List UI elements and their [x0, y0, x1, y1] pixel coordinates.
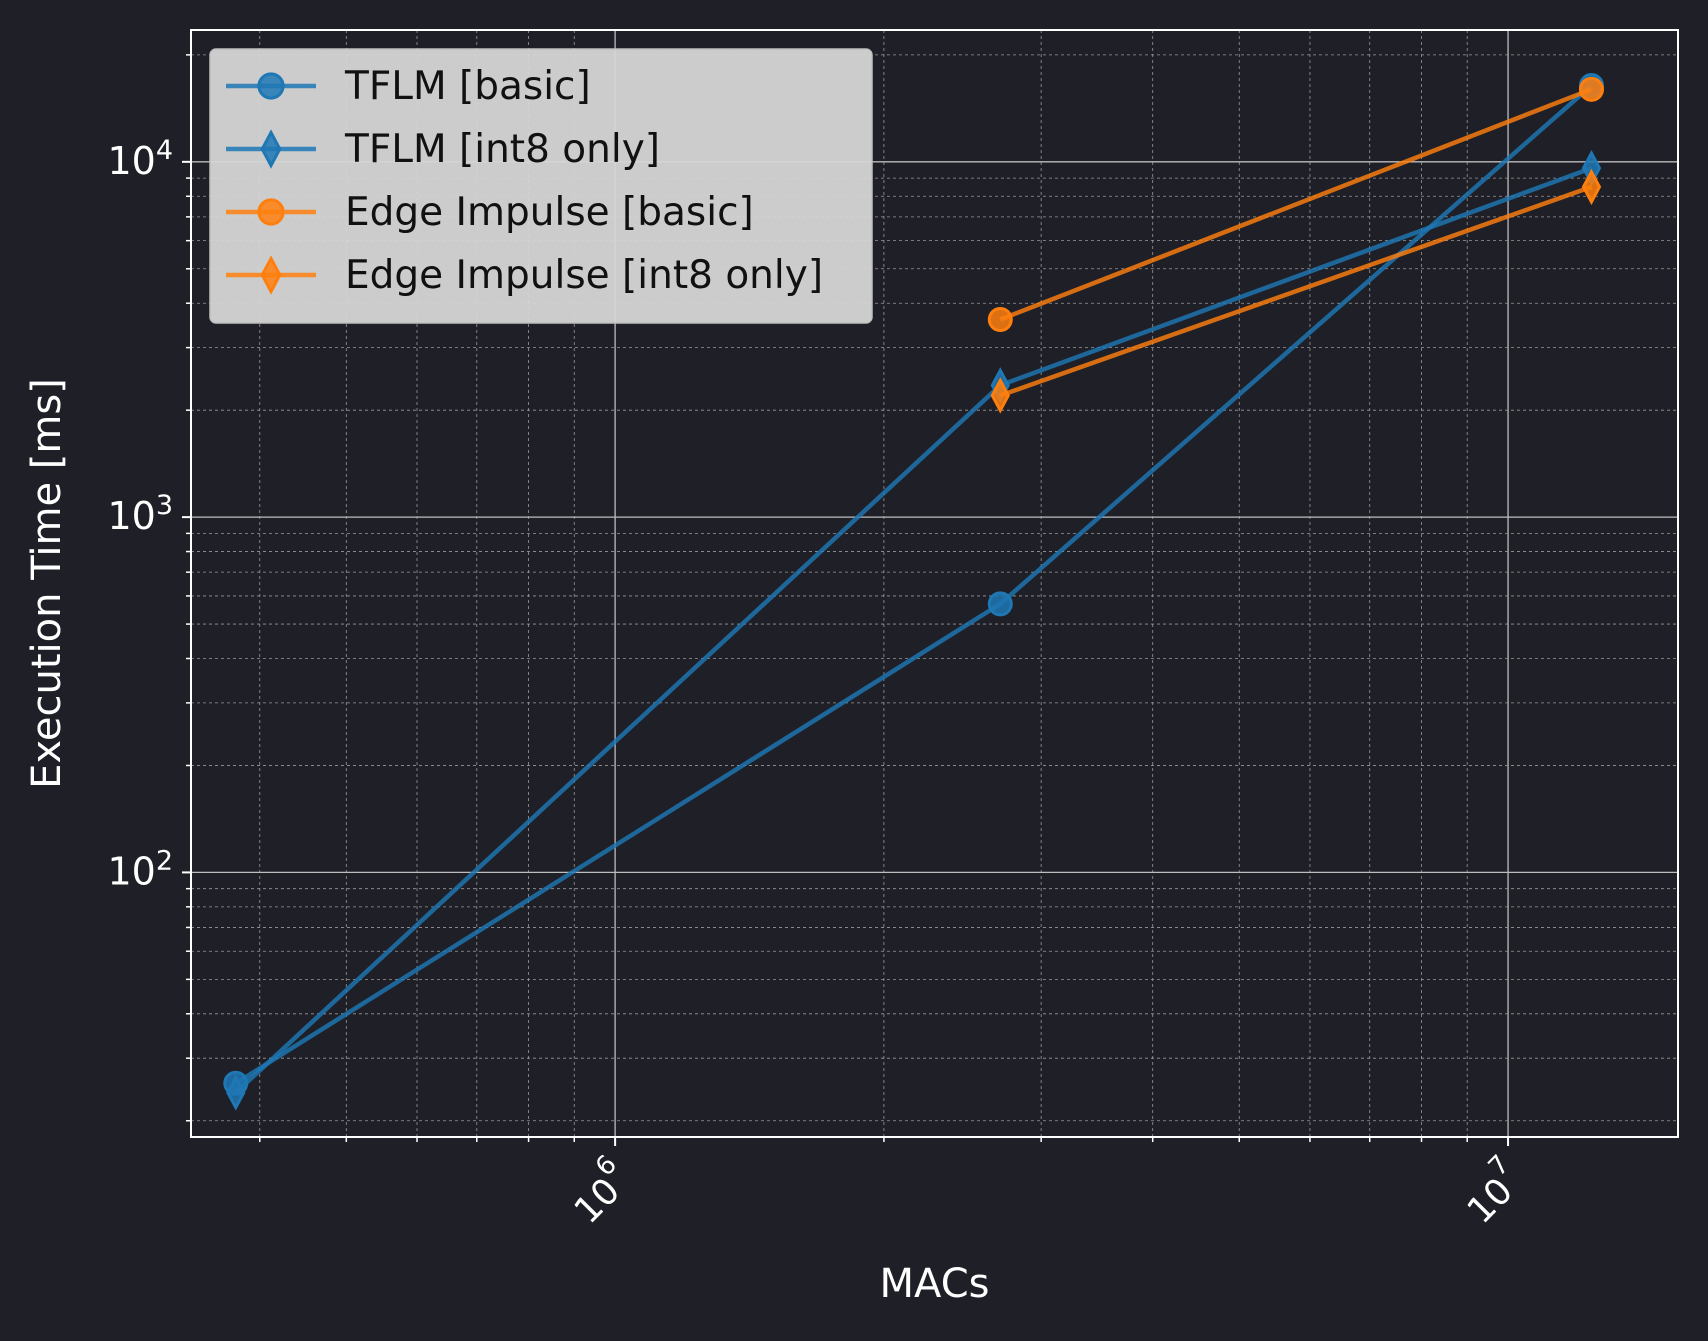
legend-marker	[260, 129, 282, 169]
legend-label: Edge Impulse [int8 only]	[345, 253, 823, 298]
legend-label: Edge Impulse [basic]	[345, 190, 754, 235]
legend-box	[209, 48, 873, 324]
x-tick-label: 106	[558, 1150, 640, 1232]
y-axis-label: Execution Time [ms]	[24, 378, 70, 789]
series-line	[999, 184, 1593, 398]
y-tick-label: 102	[107, 845, 173, 893]
data-point	[1581, 168, 1602, 206]
legend-item: Edge Impulse [int8 only]	[226, 253, 823, 298]
legend-marker	[257, 72, 285, 100]
legend-item: TFLM [int8 only]	[226, 127, 660, 172]
y-tick-label: 103	[107, 490, 173, 538]
x-axis-label: MACs	[880, 1261, 990, 1307]
data-point	[990, 377, 1010, 414]
x-tick-label: 107	[1451, 1150, 1533, 1232]
legend-marker	[257, 198, 285, 226]
data-point	[987, 306, 1013, 332]
series-line	[999, 87, 1593, 322]
legend-marker	[260, 255, 282, 295]
legend: TFLM [basic] TFLM [int8 only] Edge Impulse…	[209, 48, 873, 324]
legend-item: TFLM [basic]	[226, 64, 591, 109]
legend-label: TFLM [basic]	[344, 64, 591, 109]
legend-item: Edge Impulse [basic]	[226, 190, 754, 235]
series-4	[990, 168, 1602, 414]
plot-frame	[190, 29, 1679, 1138]
y-tick-label: 104	[107, 135, 173, 183]
legend-label: TFLM [int8 only]	[344, 127, 660, 172]
data-point	[987, 591, 1013, 617]
series-group	[223, 73, 1604, 1111]
series-3	[987, 76, 1604, 332]
data-point	[1578, 76, 1604, 102]
data-point	[226, 1074, 246, 1111]
